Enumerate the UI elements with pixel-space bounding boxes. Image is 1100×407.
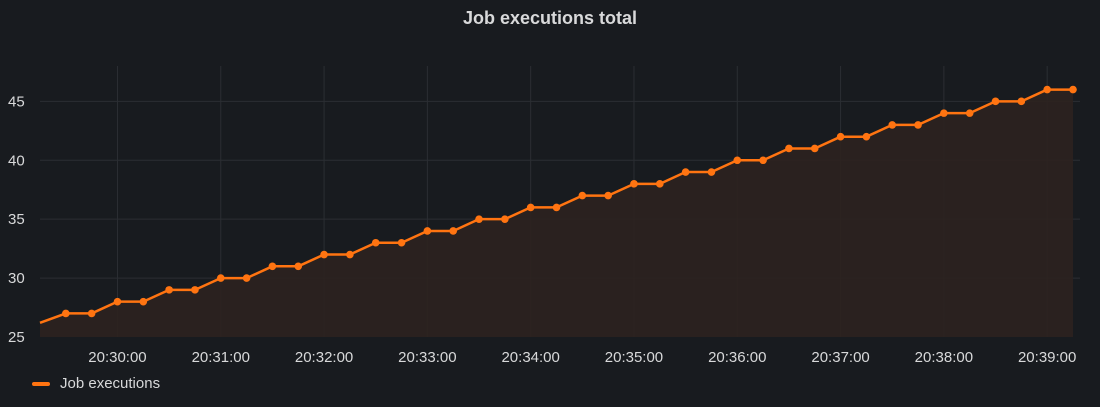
y-tick-label: 35 xyxy=(8,211,25,228)
data-point[interactable] xyxy=(423,227,432,235)
data-point[interactable] xyxy=(191,286,199,294)
data-point[interactable] xyxy=(630,180,638,188)
x-tick-label: 20:33:00 xyxy=(398,349,456,366)
data-point[interactable] xyxy=(888,121,897,129)
data-point[interactable] xyxy=(991,97,1000,106)
data-point[interactable] xyxy=(1043,85,1051,94)
data-point[interactable] xyxy=(604,191,612,200)
x-tick-label: 20:34:00 xyxy=(501,349,559,366)
data-point[interactable] xyxy=(656,180,664,188)
data-point[interactable] xyxy=(294,262,303,271)
data-point[interactable] xyxy=(578,191,587,200)
data-point[interactable] xyxy=(475,215,483,223)
data-point[interactable] xyxy=(165,286,173,294)
y-tick-label: 25 xyxy=(8,329,25,346)
panel-title: Job executions total xyxy=(462,8,638,28)
x-tick-label: 20:39:00 xyxy=(1018,349,1076,366)
x-tick-label: 20:37:00 xyxy=(811,349,869,366)
data-point[interactable] xyxy=(346,250,354,259)
data-point[interactable] xyxy=(216,274,225,282)
y-tick-label: 40 xyxy=(8,152,25,169)
x-tick-label: 20:30:00 xyxy=(88,349,146,366)
y-tick-label: 45 xyxy=(8,93,25,110)
data-point[interactable] xyxy=(836,132,845,141)
data-point[interactable] xyxy=(501,215,509,223)
data-point[interactable] xyxy=(113,297,122,306)
x-tick-label: 20:38:00 xyxy=(915,349,973,366)
data-point[interactable] xyxy=(1017,97,1026,106)
data-point[interactable] xyxy=(87,309,96,318)
data-point[interactable] xyxy=(242,274,251,282)
x-tick-label: 20:32:00 xyxy=(295,349,353,366)
data-point[interactable] xyxy=(733,156,742,165)
legend-label: Job executions xyxy=(60,375,161,392)
legend-item-job-executions[interactable]: Job executions xyxy=(32,375,160,392)
data-point[interactable] xyxy=(268,262,277,271)
data-point[interactable] xyxy=(449,227,458,235)
legend-swatch xyxy=(32,381,50,386)
axes: 25 30 35 40 45 20:30:00 20:31:00 20:32:00 20:33:… xyxy=(8,93,1076,366)
data-point[interactable] xyxy=(785,144,793,153)
data-point[interactable] xyxy=(371,238,380,247)
data-point[interactable] xyxy=(552,203,561,212)
data-point[interactable] xyxy=(526,203,535,212)
y-tick-label: 30 xyxy=(8,270,25,287)
data-point[interactable] xyxy=(965,109,974,117)
x-tick-label: 20:31:00 xyxy=(192,349,250,366)
data-points xyxy=(62,85,1077,318)
data-point[interactable] xyxy=(320,250,328,259)
data-point[interactable] xyxy=(1069,85,1077,94)
data-point[interactable] xyxy=(759,156,767,165)
x-tick-label: 20:35:00 xyxy=(605,349,663,366)
data-point[interactable] xyxy=(397,238,406,247)
data-point[interactable] xyxy=(139,297,148,306)
x-tick-label: 20:36:00 xyxy=(708,349,766,366)
data-point[interactable] xyxy=(681,168,690,176)
data-point[interactable] xyxy=(862,132,871,141)
data-point[interactable] xyxy=(810,144,819,153)
data-point[interactable] xyxy=(914,121,922,129)
data-point[interactable] xyxy=(62,309,70,318)
data-point[interactable] xyxy=(707,168,716,176)
data-point[interactable] xyxy=(940,109,948,117)
